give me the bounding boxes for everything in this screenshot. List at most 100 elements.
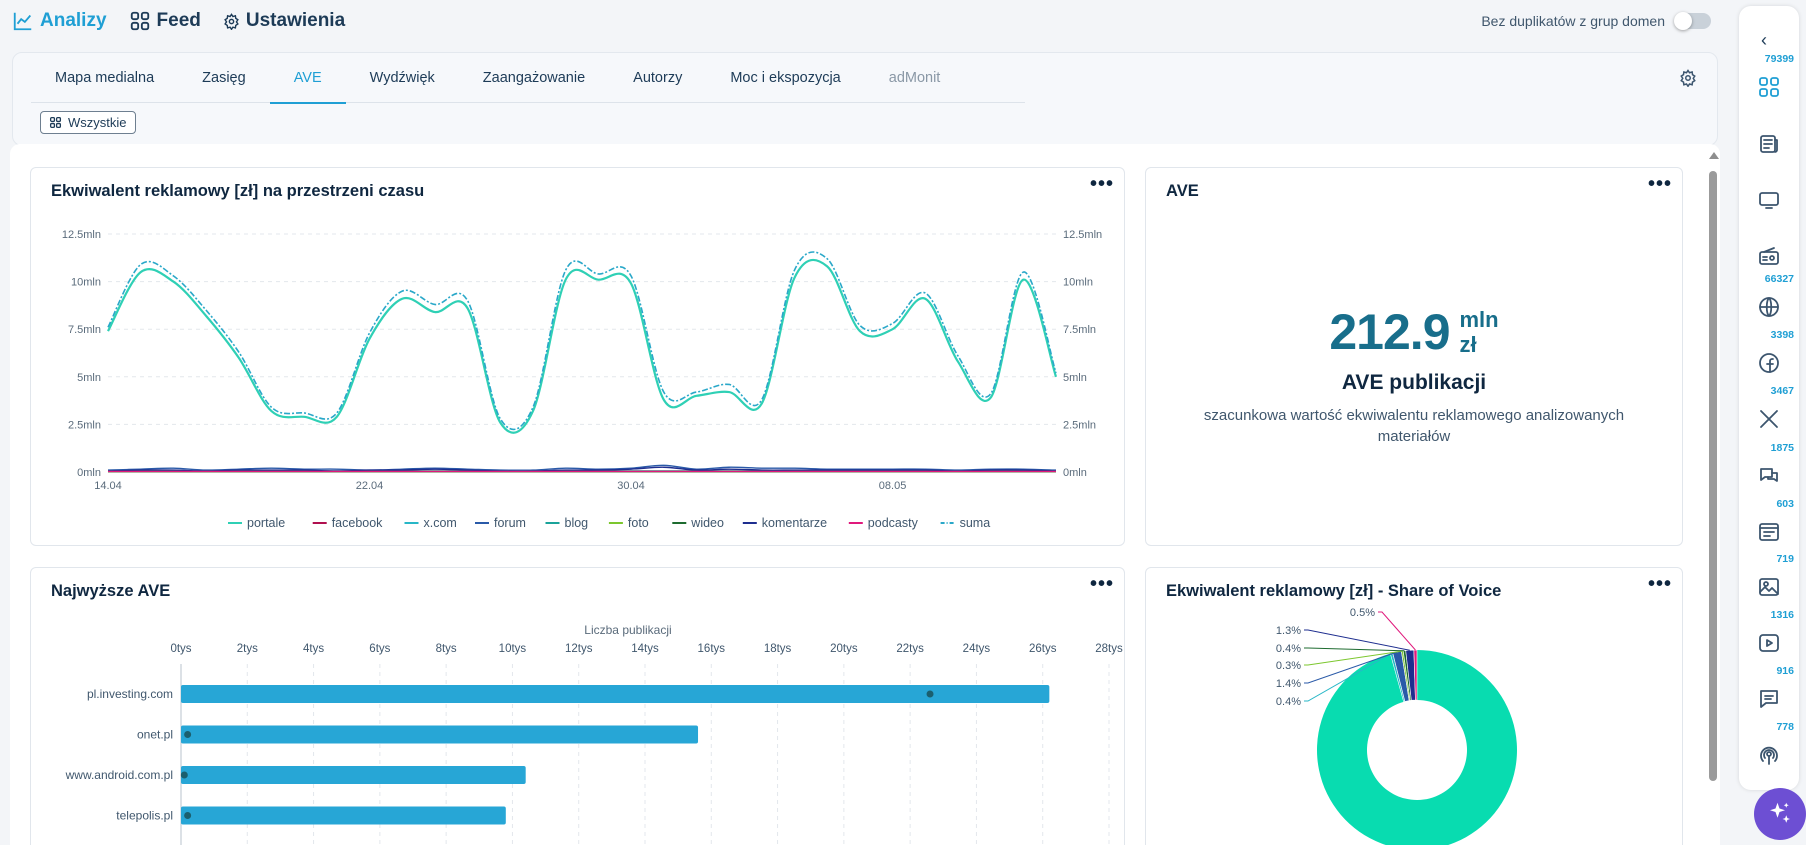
source-filter-blog[interactable] (1757, 520, 1781, 544)
x-tick-label: 4tys (303, 643, 324, 655)
publication-marker (180, 771, 188, 779)
x-tick-label: 08.05 (879, 480, 907, 492)
chart-line-icon (13, 12, 32, 31)
tab-moc-i-ekspozycja[interactable]: Moc i ekspozycja (730, 70, 841, 86)
ave-value: 212.9 (1329, 304, 1450, 360)
donut-label: 1.4% (1276, 678, 1301, 690)
tab-ave[interactable]: AVE (269, 53, 346, 104)
nav-analizy[interactable]: Analizy (12, 10, 107, 32)
card-menu-button[interactable]: ••• (1647, 573, 1672, 595)
donut-slice-main (1317, 650, 1517, 845)
grid-icon (130, 11, 149, 31)
x-tick-label: 0tys (170, 643, 191, 655)
x-tick-label: 6tys (369, 643, 390, 655)
donut-leader-line (1304, 629, 1410, 651)
content-scrollbar[interactable] (1708, 152, 1719, 842)
source-filter-video[interactable] (1757, 631, 1781, 655)
x-tick-label: 26tys (1029, 643, 1057, 655)
tabs-bar: Mapa medialna Zasięg AVE Wydźwięk Zaangażowa… (31, 53, 1025, 104)
donut-leader-line (1304, 652, 1392, 702)
source-sidebar: ‹ 79399 66327 3398 3467 1875 603 719 1316 916 778 (1739, 6, 1799, 790)
content-area: Ekwiwalent reklamowy [zł] na przestrzeni… (10, 144, 1720, 845)
card-menu-button[interactable]: ••• (1647, 173, 1672, 195)
publication-marker (184, 731, 192, 738)
ai-assistant-button[interactable] (1754, 788, 1806, 840)
source-filter-globe[interactable] (1757, 295, 1781, 319)
x-tick-label: 22tys (896, 643, 924, 655)
tv-icon (1759, 192, 1779, 209)
nav-feed[interactable]: Feed (129, 10, 201, 32)
source-filter-photo[interactable] (1757, 575, 1781, 599)
collapse-sidebar-button[interactable]: ‹ (1761, 30, 1767, 50)
source-filter-forum[interactable] (1757, 464, 1781, 488)
tab-settings-gear-icon[interactable] (1679, 69, 1697, 87)
card-menu-button[interactable]: ••• (1089, 573, 1114, 595)
nav-ustawienia[interactable]: Ustawienia (223, 10, 345, 32)
x-tick-label: 10tys (499, 643, 527, 655)
source-filter-x[interactable] (1757, 407, 1781, 431)
source-count-photo: 719 (1776, 553, 1794, 565)
source-filter-newspaper[interactable] (1757, 132, 1781, 156)
publication-marker (926, 690, 934, 698)
tab-mapa-medialna[interactable]: Mapa medialna (55, 70, 155, 86)
bar (181, 685, 1050, 703)
bar (181, 725, 699, 744)
legend-label: portale (247, 516, 285, 530)
source-filter-radio[interactable] (1757, 244, 1781, 268)
series-line-portale (107, 258, 1058, 434)
source-filter-facebook[interactable] (1757, 351, 1781, 375)
category-label: onet.pl (137, 728, 173, 742)
scroll-up-arrow[interactable] (1709, 152, 1719, 159)
scroll-thumb[interactable] (1709, 171, 1717, 781)
x-tick-label: 22.04 (356, 480, 384, 492)
source-filter-podcast[interactable] (1757, 743, 1781, 767)
y-tick-label: 2.5mln (68, 419, 101, 431)
legend-label: podcasty (868, 516, 919, 530)
source-filter-tv[interactable] (1757, 188, 1781, 212)
category-label: telepolis.pl (116, 809, 173, 823)
filter-chip-all[interactable]: Wszystkie (40, 111, 136, 134)
ave-value-wrap: 212.9 mln zł (1146, 303, 1682, 361)
top-bar: Analizy Feed Ustawienia Bez duplikatów z… (0, 0, 1735, 45)
legend-label: suma (960, 516, 991, 530)
source-filter-grid[interactable] (1757, 75, 1781, 99)
x-tick-label: 28tys (1095, 643, 1123, 655)
y-tick-label: 0mln (77, 467, 101, 479)
x-tick-label: 18tys (764, 643, 792, 655)
source-count-grid: 79399 (1764, 53, 1794, 65)
category-label: pl.investing.com (87, 687, 173, 701)
source-count-globe: 66327 (1764, 273, 1794, 285)
card-menu-button[interactable]: ••• (1089, 173, 1114, 195)
x-tick-label: 14.04 (94, 480, 122, 492)
card-ave-over-time: Ekwiwalent reklamowy [zł] na przestrzeni… (30, 167, 1125, 546)
radio-icon (1759, 247, 1779, 265)
sparkle-icon (1770, 802, 1790, 823)
source-count-facebook: 3398 (1770, 329, 1794, 341)
y2-tick-label: 7.5mln (1063, 324, 1096, 336)
comment-icon (1760, 690, 1778, 708)
card-title: AVE (1166, 182, 1199, 200)
filter-chip-label: Wszystkie (68, 115, 127, 130)
tab-zasięg[interactable]: Zasięg (202, 70, 246, 86)
globe-icon (1759, 297, 1779, 317)
source-count-x: 3467 (1770, 385, 1794, 397)
tab-admonit[interactable]: adMonit (888, 70, 941, 86)
y2-tick-label: 5mln (1063, 372, 1087, 384)
bar-chart: Liczba publikacji 0tys 2tys 4tys 6tys 8tys 10t… (65, 623, 1123, 845)
legend-label: facebook (332, 516, 383, 530)
duplicates-toggle-label: Bez duplikatów z grup domen (1481, 13, 1665, 29)
tab-autorzy[interactable]: Autorzy (633, 70, 683, 86)
source-filter-comment[interactable] (1757, 687, 1781, 711)
source-count-video: 1316 (1770, 609, 1794, 621)
x-tick-label: 12tys (565, 643, 593, 655)
legend-label: foto (628, 516, 649, 530)
x-tick-label: 30.04 (617, 480, 645, 492)
tab-zaangażowanie[interactable]: Zaangażowanie (482, 70, 586, 86)
nav-ustawienia-label: Ustawienia (245, 10, 346, 31)
duplicates-toggle[interactable] (1674, 12, 1711, 30)
grid-icon (49, 116, 62, 129)
legend-label: x.com (424, 516, 457, 530)
tab-wydźwięk[interactable]: Wydźwięk (369, 70, 435, 86)
forum-icon (1760, 468, 1778, 482)
legend-label: forum (494, 516, 526, 530)
